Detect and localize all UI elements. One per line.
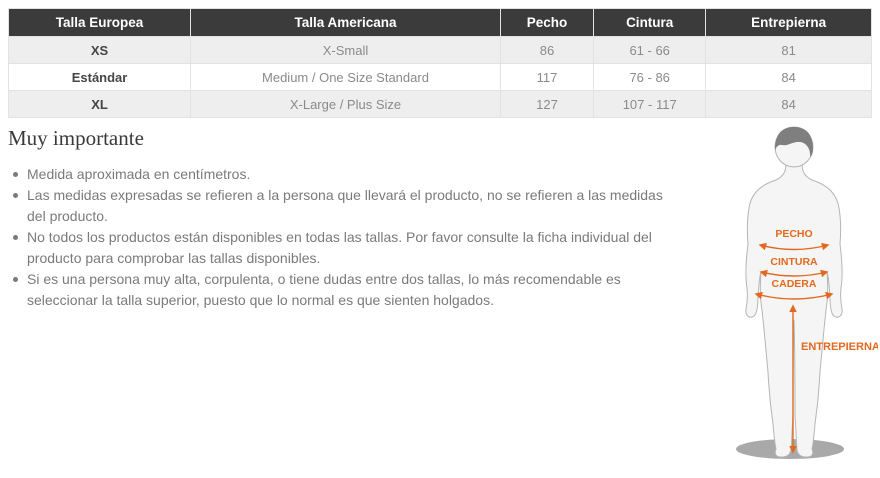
notes-title: Muy importante [8, 126, 144, 150]
pecho-measure-arrow [758, 242, 830, 251]
table-row-estandar: Estándar Medium / One Size Standard 117 … [7, 63, 872, 91]
note-item: Si es una persona muy alta, corpulenta, … [8, 269, 684, 311]
cell-eu-size: XL [7, 90, 192, 118]
label-cintura: CINTURA [770, 256, 818, 268]
note-item: Las medidas expresadas se refieren a la … [8, 185, 684, 227]
body-silhouette [745, 162, 843, 458]
body-measurement-figure: PECHO CINTURA CADERA ENTREPIERNA [733, 126, 878, 478]
col-header-entrepierna: Entrepierna [705, 8, 872, 37]
cell-us-size: X-Large / Plus Size [190, 90, 501, 118]
cell-pecho: 117 [499, 63, 595, 91]
table-row-xl: XL X-Large / Plus Size 127 107 - 117 84 [7, 90, 872, 118]
table-row-xs: XS X-Small 86 61 - 66 81 [7, 36, 872, 64]
notes-list: Medida aproximada en centímetros. Las me… [8, 164, 684, 311]
label-pecho: PECHO [775, 228, 812, 240]
cell-pecho: 86 [499, 36, 595, 64]
cell-us-size: X-Small [190, 36, 501, 64]
col-header-talla-europea: Talla Europea [7, 8, 192, 37]
note-item: No todos los productos están disponibles… [8, 227, 684, 269]
cell-entrepierna: 84 [705, 90, 872, 118]
col-header-talla-americana: Talla Americana [190, 8, 501, 37]
col-header-pecho: Pecho [499, 8, 595, 37]
size-table: Talla Europea Talla Americana Pecho Cint… [7, 8, 872, 118]
note-item: Medida aproximada en centímetros. [8, 164, 684, 185]
hair [775, 127, 813, 157]
cell-us-size: Medium / One Size Standard [190, 63, 501, 91]
cell-cintura: 107 - 117 [593, 90, 707, 118]
cell-eu-size: Estándar [7, 63, 192, 91]
cell-entrepierna: 81 [705, 36, 872, 64]
col-header-cintura: Cintura [593, 8, 707, 37]
label-entrepierna: ENTREPIERNA [801, 341, 878, 353]
cell-cintura: 61 - 66 [593, 36, 707, 64]
notes-section: Muy importante Medida aproximada en cent… [8, 126, 684, 311]
table-header-row: Talla Europea Talla Americana Pecho Cint… [7, 8, 872, 37]
cadera-measure-arrow [754, 291, 834, 300]
cell-cintura: 76 - 86 [593, 63, 707, 91]
label-cadera: CADERA [772, 278, 817, 290]
cell-eu-size: XS [7, 36, 192, 64]
cell-entrepierna: 84 [705, 63, 872, 91]
cintura-measure-arrow [759, 269, 829, 278]
cell-pecho: 127 [499, 90, 595, 118]
